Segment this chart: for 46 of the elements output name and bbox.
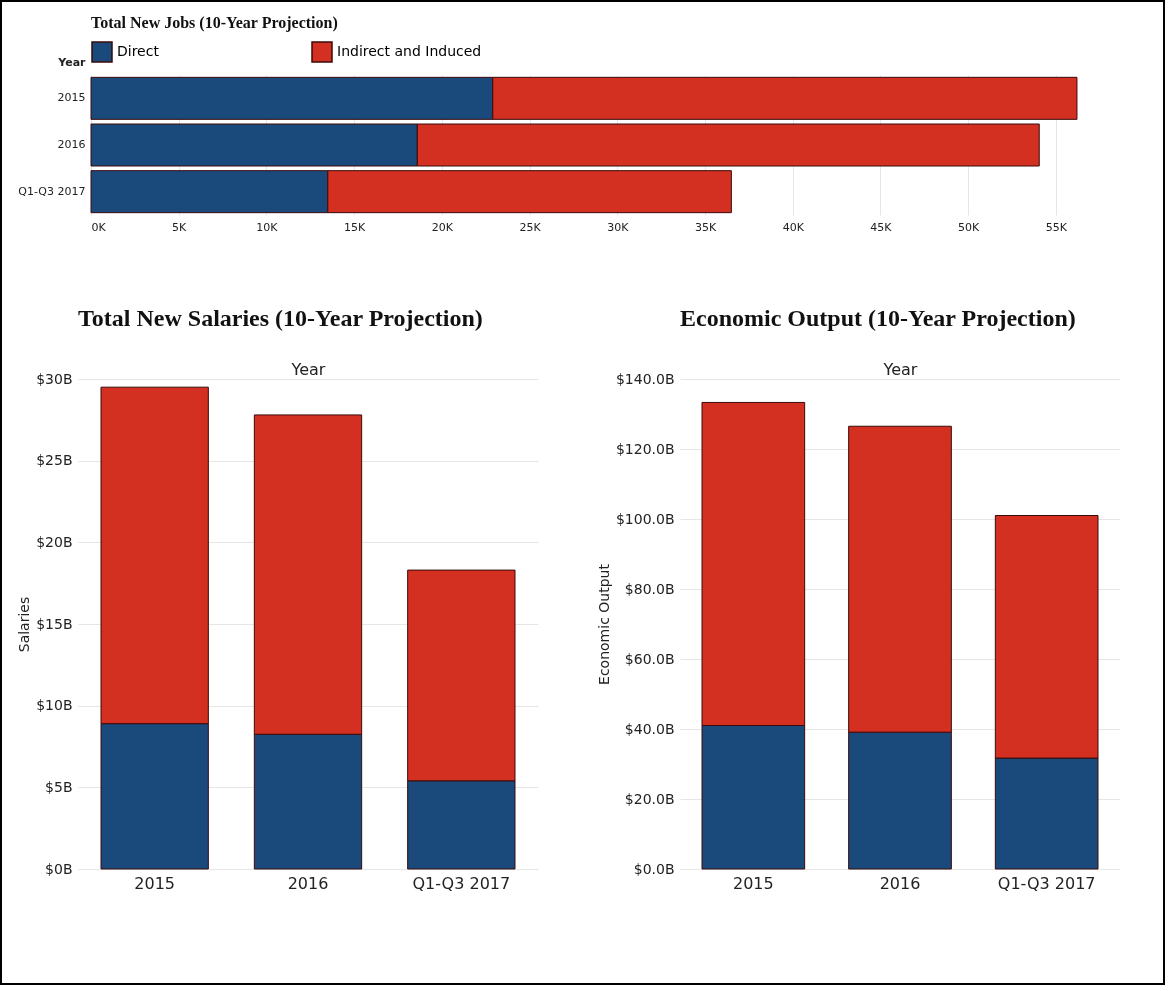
y-tick-label: $15B bbox=[36, 615, 73, 632]
y-tick-label: Q1-Q3 2017 bbox=[18, 184, 86, 198]
chart-title: Total New Jobs (10-Year Projection) bbox=[91, 14, 338, 32]
y-tick-label: 2016 bbox=[57, 138, 86, 151]
x-tick-label: 2015 bbox=[732, 873, 774, 893]
x-tick-label: 10K bbox=[256, 220, 279, 234]
x-tick-label: 0K bbox=[91, 220, 107, 234]
y-axis-title: Economic Output bbox=[595, 563, 612, 685]
x-tick-label: 35K bbox=[694, 220, 717, 234]
x-tick-label: 20K bbox=[431, 220, 454, 234]
y-tick-label: $100.0B bbox=[615, 510, 675, 527]
y-tick-label: $0.0B bbox=[633, 860, 675, 877]
y-axis-title: Salaries bbox=[16, 596, 33, 653]
y-tick-label: $30B bbox=[36, 370, 73, 387]
y-tick-label: $120.0B bbox=[615, 440, 675, 457]
legend-label: Indirect and Induced bbox=[337, 43, 482, 59]
x-tick-label: 2016 bbox=[287, 873, 329, 893]
x-tick-label: 40K bbox=[782, 220, 805, 234]
x-tick-label: Q1-Q3 2017 bbox=[412, 873, 511, 893]
x-tick-label: 25K bbox=[519, 220, 542, 234]
x-tick-label: 2015 bbox=[134, 873, 176, 893]
x-tick-label: 5K bbox=[172, 220, 188, 234]
y-tick-label: $140.0B bbox=[615, 370, 675, 387]
x-tick-label: Q1-Q3 2017 bbox=[997, 873, 1096, 893]
x-axis-title: Year bbox=[290, 359, 326, 379]
legend-label: Direct bbox=[117, 43, 160, 59]
x-axis-title: Year bbox=[882, 359, 918, 379]
y-tick-label: $10B bbox=[36, 697, 73, 714]
y-tick-label: $25B bbox=[36, 452, 73, 469]
x-tick-label: 2016 bbox=[879, 873, 921, 893]
y-tick-label: $20.0B bbox=[624, 790, 675, 807]
y-tick-label: $40.0B bbox=[624, 720, 675, 737]
y-tick-label: 2015 bbox=[57, 91, 86, 105]
x-tick-label: 15K bbox=[344, 220, 367, 234]
y-tick-label: $60.0B bbox=[624, 650, 675, 667]
y-tick-label: $20B bbox=[36, 533, 73, 550]
chart-title: Total New Salaries (10-Year Projection) bbox=[78, 305, 483, 331]
y-tick-label: $5B bbox=[45, 778, 73, 795]
x-tick-label: 55K bbox=[1045, 220, 1068, 234]
chart-title: Economic Output (10-Year Projection) bbox=[680, 305, 1076, 331]
y-tick-label: $0B bbox=[45, 860, 73, 877]
y-axis-title: Year bbox=[57, 55, 87, 69]
x-tick-label: 50K bbox=[958, 220, 981, 234]
x-tick-label: 45K bbox=[870, 220, 893, 234]
x-tick-label: 30K bbox=[607, 220, 630, 234]
y-tick-label: $80.0B bbox=[624, 580, 675, 597]
